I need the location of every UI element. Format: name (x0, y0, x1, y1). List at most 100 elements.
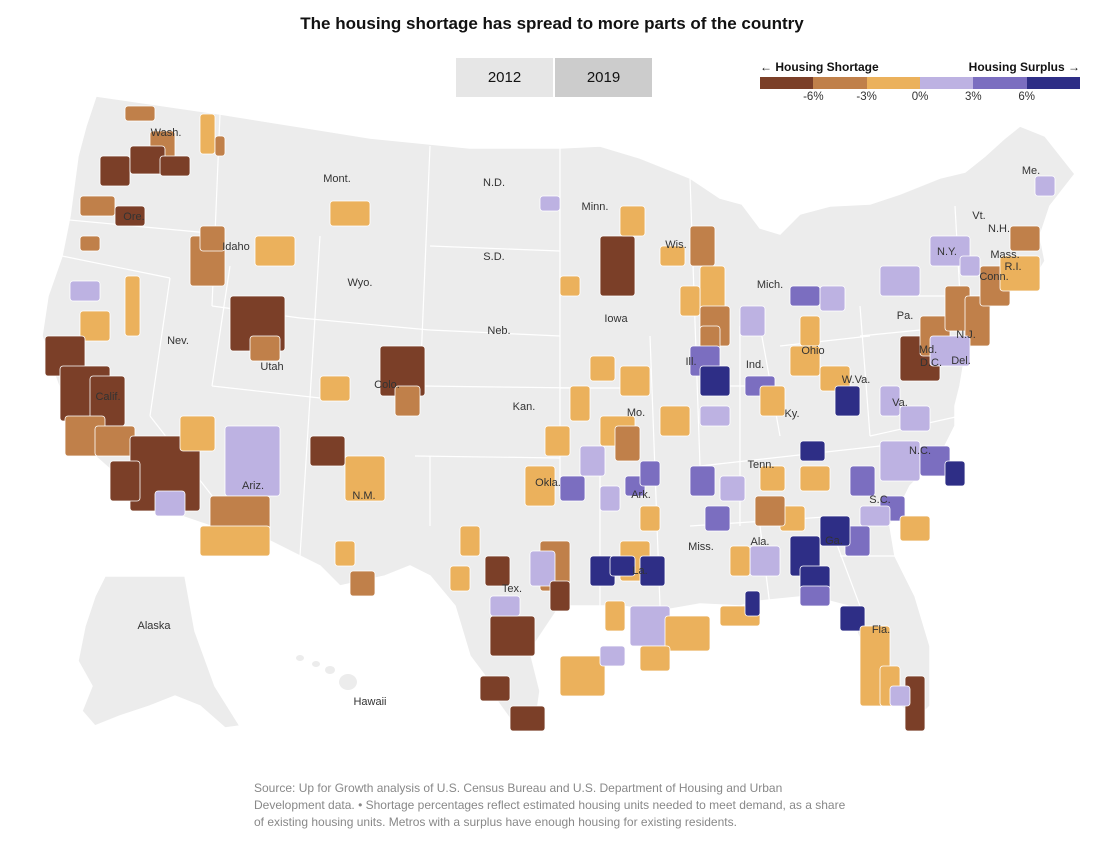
metro-area (154, 490, 186, 517)
state-border (61, 255, 171, 279)
year-toggle: 2012 2019 (456, 58, 654, 97)
metro-area (484, 555, 511, 587)
metro-area (944, 460, 966, 487)
state-label: Ky. (784, 408, 799, 420)
metro-area (999, 255, 1041, 292)
state-border (299, 317, 431, 331)
metro-area (544, 425, 571, 457)
year-2012-button[interactable]: 2012 (456, 58, 553, 97)
state-border (414, 455, 561, 459)
state-label: Idaho (222, 241, 250, 253)
metro-area (589, 355, 616, 382)
state-label: Nev. (167, 335, 189, 347)
legend-surplus-label: Housing Surplus → (968, 60, 1080, 74)
metro-area (699, 365, 731, 397)
metro-area (604, 600, 626, 632)
state-label: Fla. (872, 624, 890, 636)
metro-area (799, 440, 826, 462)
metro-area (619, 365, 651, 397)
metro-area (94, 425, 136, 457)
state-border (211, 265, 231, 387)
metro-area (639, 555, 666, 587)
source-note: Source: Up for Growth analysis of U.S. C… (254, 780, 854, 831)
metro-area (509, 705, 546, 732)
metro-area (309, 435, 346, 467)
metro-area (79, 235, 101, 252)
metro-area (834, 385, 861, 417)
state-border (429, 329, 561, 337)
metro-area (159, 155, 191, 177)
metro-area (319, 375, 351, 402)
metro-area (334, 540, 356, 567)
metro-area (549, 580, 571, 612)
chart-title: The housing shortage has spread to more … (300, 14, 804, 33)
metro-area (799, 465, 831, 492)
metro-area (539, 195, 561, 212)
metro-area (699, 405, 731, 427)
state-label: La. (632, 565, 647, 577)
legend-color-bar (760, 77, 1080, 89)
metro-area (639, 460, 661, 487)
metro-area (1009, 225, 1041, 252)
state-label: Calif. (95, 391, 120, 403)
metro-area (124, 275, 141, 337)
state-border (699, 445, 881, 467)
state-label: R.I. (1004, 261, 1021, 273)
metro-area (349, 570, 376, 597)
metro-area (79, 310, 111, 342)
metro-area (79, 195, 116, 217)
metro-area (819, 515, 851, 547)
state-border (211, 385, 321, 399)
legend-swatch (919, 77, 974, 89)
state-label: N.H. (988, 223, 1010, 235)
state-border (859, 305, 871, 437)
state-border (779, 335, 871, 347)
metro-area (199, 113, 216, 155)
metro-area (599, 645, 626, 667)
state-label: N.M. (352, 490, 375, 502)
state-label: Pa. (897, 310, 914, 322)
metro-area (489, 595, 521, 617)
state-label: Tex. (502, 583, 522, 595)
metro-area (329, 200, 371, 227)
metro-area (679, 285, 701, 317)
metro-area (799, 585, 831, 607)
metro-area (964, 295, 991, 347)
metro-area (659, 405, 691, 437)
state-label: Mass. (990, 249, 1019, 261)
state-label: Va. (892, 397, 908, 409)
metro-area (839, 605, 866, 632)
state-label: N.C. (909, 445, 931, 457)
state-label: Mo. (627, 407, 645, 419)
legend-shortage-label: ← Housing Shortage (760, 60, 879, 74)
state-label: Ohio (801, 345, 824, 357)
legend-swatch (813, 77, 867, 89)
legend-tick: 6% (1018, 91, 1035, 103)
metro-area (789, 345, 821, 377)
metro-area (929, 335, 971, 367)
metro-area (479, 675, 511, 702)
state-label: Utah (260, 361, 283, 373)
state-label: Md. (919, 344, 937, 356)
metro-area (859, 505, 891, 527)
year-2019-button[interactable]: 2019 (555, 58, 652, 97)
legend-swatch (973, 77, 1027, 89)
state-label: Del. (951, 355, 971, 367)
metro-area (889, 685, 911, 707)
metro-area (179, 415, 216, 452)
separator-dot: • (358, 798, 366, 812)
state-label: Wash. (151, 127, 182, 139)
us-metro-map: Wash. Ore. Calif. Nev. Idaho Mont. Wyo. Utah Col… (41, 95, 1076, 732)
metro-area (664, 615, 711, 652)
metro-area (599, 235, 636, 297)
metro-area (659, 245, 686, 267)
metro-area (459, 525, 481, 557)
state-label: Ga. (825, 535, 843, 547)
metro-area (879, 265, 921, 297)
metro-area (799, 315, 821, 347)
state-label: Ind. (746, 359, 764, 371)
state-label: Vt. (972, 210, 985, 222)
metro-area (629, 605, 671, 647)
state-label: Iowa (604, 313, 628, 325)
state-label: S.D. (483, 251, 504, 263)
